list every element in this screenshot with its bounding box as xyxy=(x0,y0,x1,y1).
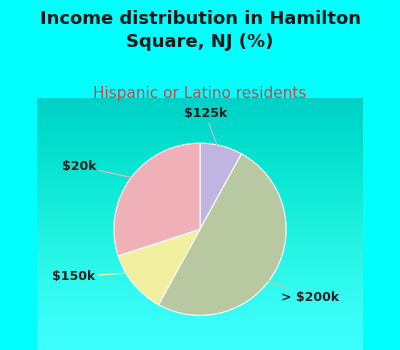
Text: $125k: $125k xyxy=(184,107,227,156)
Wedge shape xyxy=(158,154,286,315)
Text: Hispanic or Latino residents: Hispanic or Latino residents xyxy=(93,86,307,101)
Text: $20k: $20k xyxy=(62,160,153,182)
Wedge shape xyxy=(114,143,200,256)
Wedge shape xyxy=(118,229,200,305)
Text: > $200k: > $200k xyxy=(258,276,339,304)
Text: Income distribution in Hamilton
Square, NJ (%): Income distribution in Hamilton Square, … xyxy=(40,10,360,51)
Wedge shape xyxy=(200,143,242,229)
Text: $150k: $150k xyxy=(52,270,158,283)
